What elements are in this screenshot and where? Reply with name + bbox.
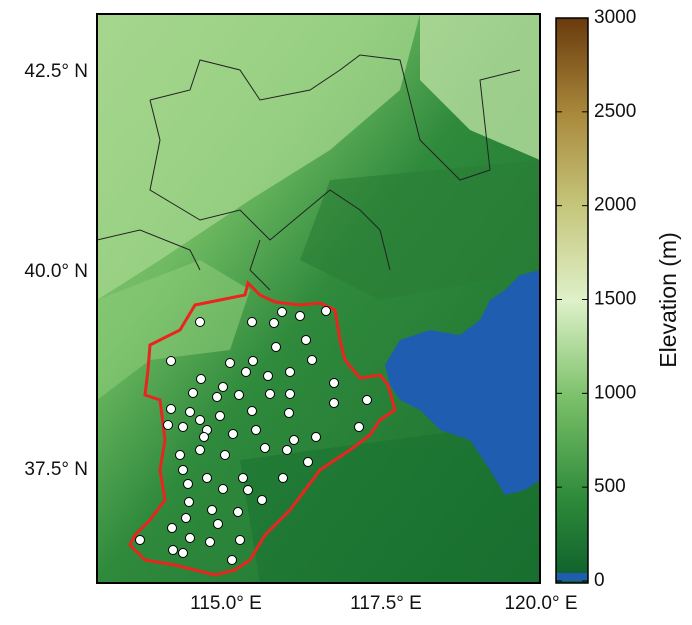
station — [196, 416, 205, 425]
station — [308, 356, 317, 365]
station — [189, 389, 198, 398]
page: Elevation (m) 42.5° N 40.0° N 37.5° N 115.0… — [0, 0, 692, 620]
lon-tick-label: 120.0° E — [504, 593, 577, 614]
station — [278, 308, 287, 317]
station — [312, 433, 321, 442]
lon-tick-label: 115.0° E — [190, 593, 262, 614]
colorbar-tick-label: 0 — [594, 570, 605, 591]
station — [164, 421, 173, 430]
station — [221, 451, 230, 460]
station — [228, 556, 237, 565]
station — [264, 372, 273, 381]
lon-tick-label: 117.5° E — [350, 593, 422, 614]
station — [167, 357, 176, 366]
station — [226, 359, 235, 368]
colorbar — [556, 18, 588, 583]
station — [363, 396, 372, 405]
station — [206, 538, 215, 547]
station — [266, 390, 275, 399]
station — [219, 383, 228, 392]
station — [176, 451, 185, 460]
station — [136, 536, 145, 545]
station — [213, 393, 222, 402]
station — [252, 426, 261, 435]
station — [186, 408, 195, 417]
map-figure: Elevation (m) 42.5° N 40.0° N 37.5° N 115.0… — [0, 0, 692, 620]
station — [185, 498, 194, 507]
station — [242, 368, 251, 377]
station — [236, 536, 245, 545]
station — [196, 318, 205, 327]
station — [286, 368, 295, 377]
station — [322, 307, 331, 316]
station — [229, 430, 238, 439]
colorbar-tick-label: 2500 — [594, 101, 636, 122]
station — [244, 486, 253, 495]
station — [296, 312, 305, 321]
station — [208, 506, 217, 515]
station — [283, 446, 292, 455]
station — [304, 458, 313, 467]
lat-tick-label: 37.5° N — [24, 459, 88, 480]
station — [272, 343, 281, 352]
station — [200, 433, 209, 442]
colorbar-label: Elevation (m) — [655, 232, 681, 367]
station — [182, 514, 191, 523]
map-area — [97, 14, 540, 583]
station — [214, 520, 223, 529]
station — [261, 444, 270, 453]
colorbar-tick-label: 2000 — [594, 195, 636, 216]
station — [168, 524, 177, 533]
station — [169, 546, 178, 555]
lat-tick-label: 40.0° N — [24, 261, 88, 282]
station — [235, 391, 244, 400]
station — [270, 319, 279, 328]
station — [179, 423, 188, 432]
colorbar-tick-label: 1500 — [594, 289, 636, 310]
station — [184, 480, 193, 489]
colorbar-sea — [557, 573, 587, 581]
station — [285, 409, 294, 418]
station — [330, 399, 339, 408]
station — [279, 474, 288, 483]
station — [355, 423, 364, 432]
station — [239, 474, 248, 483]
station — [186, 534, 195, 543]
station — [219, 485, 228, 494]
station — [197, 375, 206, 384]
station — [234, 508, 243, 517]
station — [179, 549, 188, 558]
station — [216, 412, 225, 421]
station — [167, 405, 176, 414]
station — [258, 496, 267, 505]
station — [290, 436, 299, 445]
station — [302, 336, 311, 345]
colorbar-tick-label: 1000 — [594, 382, 636, 403]
station — [286, 390, 295, 399]
station — [203, 474, 212, 483]
station — [330, 379, 339, 388]
colorbar-tick-label: 500 — [594, 476, 626, 497]
station — [248, 318, 257, 327]
station — [249, 357, 258, 366]
station — [248, 407, 257, 416]
station — [179, 466, 188, 475]
station — [196, 446, 205, 455]
lat-tick-label: 42.5° N — [24, 61, 88, 82]
colorbar-tick-label: 3000 — [594, 7, 636, 28]
